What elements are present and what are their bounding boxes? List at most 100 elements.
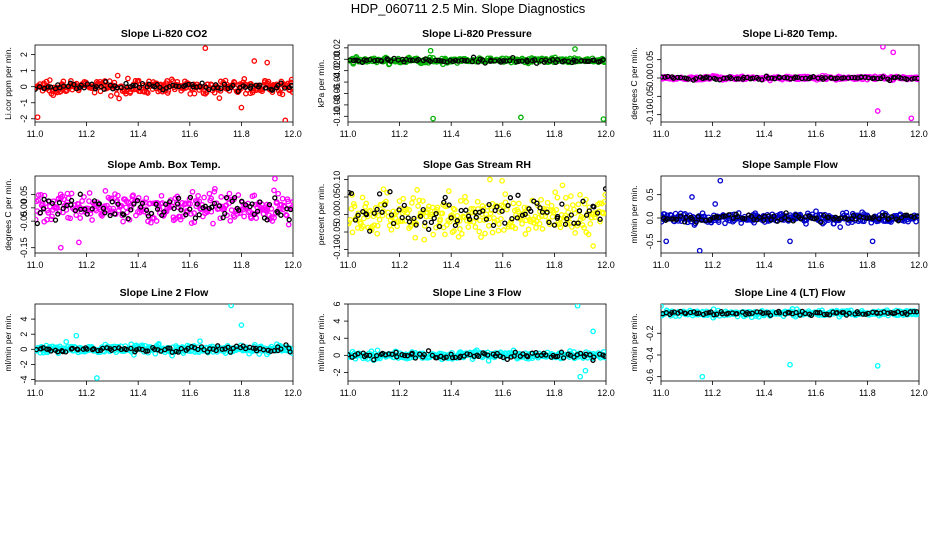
data-point xyxy=(77,215,84,221)
reference-point xyxy=(98,83,104,90)
reference-point xyxy=(485,352,491,358)
reference-point xyxy=(895,218,902,224)
reference-point xyxy=(269,87,276,93)
reference-point xyxy=(146,81,152,87)
data-point xyxy=(63,338,70,345)
data-point xyxy=(419,198,426,204)
data-point xyxy=(434,204,441,211)
reference-point xyxy=(436,223,443,230)
reference-point xyxy=(112,211,118,217)
outlier-point xyxy=(699,373,706,380)
reference-point xyxy=(420,206,426,213)
reference-point xyxy=(728,75,734,82)
outlier-point xyxy=(787,361,793,368)
reference-point xyxy=(446,202,452,208)
data-point xyxy=(153,218,160,224)
reference-point xyxy=(182,82,189,88)
data-point xyxy=(457,226,463,232)
reference-point xyxy=(391,55,397,62)
reference-point xyxy=(77,191,83,197)
reference-point xyxy=(862,74,868,80)
x-tick-label: 11.2 xyxy=(704,129,721,139)
data-point xyxy=(496,221,502,227)
reference-point xyxy=(178,345,184,352)
x-tick-label: 11.0 xyxy=(340,388,357,398)
x-tick-label: 11.8 xyxy=(546,388,563,398)
data-point xyxy=(587,220,594,227)
reference-point xyxy=(543,352,549,358)
reference-point xyxy=(769,75,775,81)
data-point xyxy=(485,222,492,229)
reference-point xyxy=(348,190,355,197)
data-point xyxy=(208,195,215,202)
reference-point xyxy=(379,209,385,215)
reference-point xyxy=(407,57,413,63)
outlier-point xyxy=(57,244,64,251)
outlier-point xyxy=(272,176,278,182)
reference-point xyxy=(783,210,789,216)
reference-point xyxy=(190,84,196,90)
y-tick-label: 0.0 xyxy=(645,212,655,225)
y-tick-label: 0.00 xyxy=(332,206,342,224)
reference-point xyxy=(454,218,460,224)
reference-point xyxy=(128,345,134,352)
x-tick-label: 11.0 xyxy=(340,260,357,270)
data-point xyxy=(450,205,457,212)
data-point xyxy=(552,189,559,196)
reference-point xyxy=(473,214,479,220)
reference-point xyxy=(689,216,695,222)
reference-point xyxy=(282,85,288,91)
data-point xyxy=(125,75,131,82)
reference-point xyxy=(385,57,391,63)
data-point xyxy=(144,90,151,96)
reference-point xyxy=(507,57,513,64)
reference-point xyxy=(695,213,701,220)
x-tick-label: 12.0 xyxy=(910,129,928,139)
reference-point xyxy=(35,220,40,227)
data-point xyxy=(470,219,477,225)
chart-title: Slope Li-820 Temp. xyxy=(743,28,838,40)
reference-point xyxy=(730,215,736,221)
reference-point xyxy=(486,201,492,208)
outlier-point xyxy=(712,201,719,207)
data-point xyxy=(536,214,542,221)
y-axis-label: ml/min per min. xyxy=(629,185,639,243)
reference-point xyxy=(808,74,814,81)
reference-point xyxy=(600,57,606,63)
x-tick-label: 12.0 xyxy=(284,260,302,270)
reference-point xyxy=(850,213,857,219)
reference-point xyxy=(510,54,516,61)
reference-point xyxy=(163,201,169,207)
outlier-point xyxy=(427,47,434,54)
reference-point xyxy=(720,213,726,220)
reference-point xyxy=(696,310,702,316)
reference-point xyxy=(102,210,108,216)
data-point xyxy=(430,231,437,238)
x-tick-label: 11.4 xyxy=(756,388,773,398)
outlier-point xyxy=(874,108,881,114)
chart-title: Slope Li-820 CO2 xyxy=(121,28,208,40)
y-tick-label: -0.06 xyxy=(332,83,342,104)
reference-point xyxy=(849,74,855,81)
reference-point xyxy=(101,86,107,92)
reference-point xyxy=(683,214,689,220)
reference-point xyxy=(52,217,59,223)
data-point xyxy=(376,216,383,223)
data-point xyxy=(115,192,121,199)
data-point xyxy=(350,200,357,207)
chart-panel: Slope Line 2 Flow ml/min per min. 11.0 11.2… xyxy=(3,287,302,398)
data-point xyxy=(392,215,399,221)
outlier-point xyxy=(869,238,876,245)
reference-point xyxy=(352,217,359,223)
y-tick-label: -2 xyxy=(19,115,29,123)
y-tick-label: 0.5 xyxy=(645,188,655,201)
reference-point xyxy=(703,310,710,316)
chart-panel: Slope Li-820 CO2 Li.cor ppm per min. 11.0 1… xyxy=(3,28,302,139)
x-tick-label: 11.4 xyxy=(130,388,147,398)
reference-point xyxy=(121,212,127,218)
y-tick-label: 0.02 xyxy=(332,39,342,57)
data-point xyxy=(415,203,421,209)
reference-point xyxy=(230,82,236,89)
reference-point xyxy=(863,311,869,317)
y-tick-label: 2 xyxy=(332,336,342,341)
